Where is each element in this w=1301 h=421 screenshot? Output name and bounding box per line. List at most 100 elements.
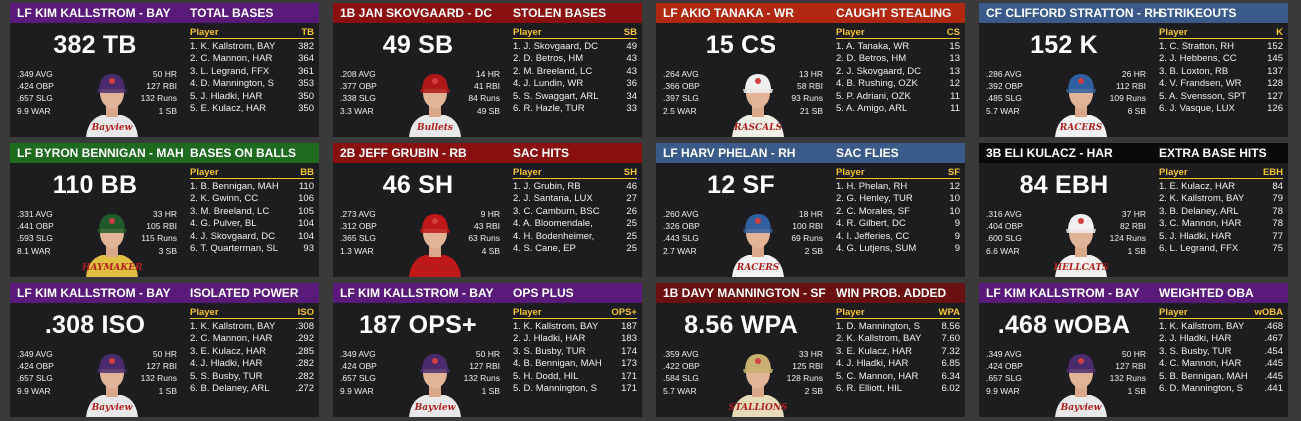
leader-row[interactable]: 5. A. Amigo, ARL 11 — [836, 103, 960, 115]
player-column-header[interactable]: Player — [190, 307, 219, 318]
leader-row[interactable]: 4. J. Hladki, HAR 6.85 — [836, 358, 960, 370]
leader-row[interactable]: 3. M. Breeland, LC 105 — [190, 206, 314, 218]
leader-row[interactable]: 1. K. Kallstrom, BAY 382 — [190, 41, 314, 53]
featured-player-label[interactable]: 3B ELI KULACZ - HAR — [986, 146, 1113, 160]
featured-player-label[interactable]: LF BYRON BENNIGAN - MAH — [17, 146, 184, 160]
stat-column-header[interactable]: TB — [301, 27, 314, 38]
leader-row[interactable]: 2. K. Gwinn, CC 106 — [190, 193, 314, 205]
leader-row[interactable]: 4. B. Rushing, OZK 12 — [836, 78, 960, 90]
leader-card[interactable]: LF KIM KALLSTROM - BAY ISOLATED POWER .308… — [10, 283, 319, 417]
leader-row[interactable]: 5. C. Mannon, HAR 6.34 — [836, 371, 960, 383]
leader-card[interactable]: LF KIM KALLSTROM - BAY WEIGHTED OBA .468 w… — [979, 283, 1288, 417]
leader-card[interactable]: LF AKIO TANAKA - WR CAUGHT STEALING 15 CS.… — [656, 3, 965, 137]
leader-card[interactable]: 2B JEFF GRUBIN - RB SAC HITS 46 SH .273 AVG… — [333, 143, 642, 277]
featured-player-label[interactable]: LF KIM KALLSTROM - BAY — [17, 6, 171, 20]
leader-row[interactable]: 4. B. Bennigan, MAH 173 — [513, 358, 637, 370]
leader-row[interactable]: 6. R. Hazle, TUR 33 — [513, 103, 637, 115]
player-column-header[interactable]: Player — [836, 27, 865, 38]
leader-row[interactable]: 2. K. Kallstrom, BAY 79 — [1159, 193, 1283, 205]
leader-row[interactable]: 3. E. Kulacz, HAR .285 — [190, 346, 314, 358]
leader-row[interactable]: 4. S. Cane, EP 25 — [513, 243, 637, 255]
player-column-header[interactable]: Player — [513, 307, 542, 318]
leader-row[interactable]: 2. G. Henley, TUR 10 — [836, 193, 960, 205]
leader-row[interactable]: 3. S. Busby, TUR 174 — [513, 346, 637, 358]
leader-row[interactable]: 3. E. Kulacz, HAR 7.32 — [836, 346, 960, 358]
player-column-header[interactable]: Player — [190, 27, 219, 38]
leader-row[interactable]: 2. C. Mannon, HAR .292 — [190, 333, 314, 345]
leader-row[interactable]: 4. A. Bloomendale, 25 — [513, 218, 637, 230]
leader-row[interactable]: 4. J. Skovgaard, DC 104 — [190, 231, 314, 243]
leader-row[interactable]: 5. H. Dodd, HIL 171 — [513, 371, 637, 383]
leader-row[interactable]: 5. J. Hladki, HAR 350 — [190, 91, 314, 103]
featured-player-label[interactable]: 1B JAN SKOVGAARD - DC — [340, 6, 493, 20]
leader-card[interactable]: 1B JAN SKOVGAARD - DC STOLEN BASES 49 SB .2… — [333, 3, 642, 137]
leader-row[interactable]: 5. P. Adriani, OZK 11 — [836, 91, 960, 103]
leader-row[interactable]: 1. K. Kallstrom, BAY .308 — [190, 321, 314, 333]
leader-row[interactable]: 5. B. Bennigan, MAH .445 — [1159, 371, 1283, 383]
player-column-header[interactable]: Player — [190, 167, 219, 178]
leader-row[interactable]: 1. C. Stratton, RH 152 — [1159, 41, 1283, 53]
leader-row[interactable]: 2. M. Breeland, LC 43 — [513, 66, 637, 78]
stat-column-header[interactable]: BB — [300, 167, 314, 178]
leader-row[interactable]: 4. J. Lundin, WR 36 — [513, 78, 637, 90]
leader-card[interactable]: LF HARV PHELAN - RH SAC FLIES 12 SF .260 AV… — [656, 143, 965, 277]
leader-row[interactable]: 4. G. Pulver, BL 104 — [190, 218, 314, 230]
featured-player-label[interactable]: 1B DAVY MANNINGTON - SF — [663, 286, 826, 300]
stat-column-header[interactable]: CS — [946, 27, 960, 38]
player-column-header[interactable]: Player — [836, 307, 865, 318]
stat-column-header[interactable]: SH — [623, 167, 637, 178]
leader-row[interactable]: 5. D. Mannington, S 171 — [513, 383, 637, 395]
featured-player-label[interactable]: LF HARV PHELAN - RH — [663, 146, 796, 160]
leader-row[interactable]: 4. J. Hladki, HAR .282 — [190, 358, 314, 370]
leader-row[interactable]: 2. C. Morales, SF 10 — [836, 206, 960, 218]
player-column-header[interactable]: Player — [836, 167, 865, 178]
stat-column-header[interactable]: ISO — [297, 307, 314, 318]
featured-player-label[interactable]: 2B JEFF GRUBIN - RB — [340, 146, 467, 160]
leader-row[interactable]: 6. L. Legrand, FFX 75 — [1159, 243, 1283, 255]
leader-card[interactable]: 1B DAVY MANNINGTON - SF WIN PROB. ADDED 8.… — [656, 283, 965, 417]
leader-row[interactable]: 5. A. Svensson, SPT 127 — [1159, 91, 1283, 103]
leader-row[interactable]: 4. D. Mannington, S 353 — [190, 78, 314, 90]
player-column-header[interactable]: Player — [1159, 167, 1188, 178]
leader-card[interactable]: LF KIM KALLSTROM - BAY TOTAL BASES 382 TB.… — [10, 3, 319, 137]
leader-row[interactable]: 4. H. Bodenheimer, 25 — [513, 231, 637, 243]
leader-card[interactable]: LF BYRON BENNIGAN - MAH BASES ON BALLS 110… — [10, 143, 319, 277]
leader-row[interactable]: 3. B. Loxton, RB 137 — [1159, 66, 1283, 78]
leader-row[interactable]: 5. S. Swaggart, ARL 34 — [513, 91, 637, 103]
leader-row[interactable]: 2. K. Kallstrom, BAY 7.60 — [836, 333, 960, 345]
leader-row[interactable]: 3. C. Mannon, HAR 78 — [1159, 218, 1283, 230]
leader-row[interactable]: 4. V. Frandsen, WR 128 — [1159, 78, 1283, 90]
player-column-header[interactable]: Player — [513, 167, 542, 178]
leader-row[interactable]: 5. E. Kulacz, HAR 350 — [190, 103, 314, 115]
leader-row[interactable]: 6. T. Quarterman, SL 93 — [190, 243, 314, 255]
leader-row[interactable]: 6. B. Delaney, ARL .272 — [190, 383, 314, 395]
leader-row[interactable]: 6. R. Elliott, HIL 6.02 — [836, 383, 960, 395]
player-column-header[interactable]: Player — [1159, 27, 1188, 38]
leader-row[interactable]: 2. D. Betros, HM 43 — [513, 53, 637, 65]
leader-row[interactable]: 5. S. Busby, TUR .282 — [190, 371, 314, 383]
leader-row[interactable]: 1. A. Tanaka, WR 15 — [836, 41, 960, 53]
leader-row[interactable]: 1. H. Phelan, RH 12 — [836, 181, 960, 193]
stat-column-header[interactable]: EBH — [1262, 167, 1283, 178]
featured-player-label[interactable]: LF KIM KALLSTROM - BAY — [986, 286, 1140, 300]
leader-row[interactable]: 1. E. Kulacz, HAR 84 — [1159, 181, 1283, 193]
leader-card[interactable]: LF KIM KALLSTROM - BAY OPS PLUS 187 OPS+ .3… — [333, 283, 642, 417]
leader-row[interactable]: 1. J. Grubin, RB 46 — [513, 181, 637, 193]
leader-row[interactable]: 4. I. Jefferies, CC 9 — [836, 231, 960, 243]
leader-row[interactable]: 4. C. Mannon, HAR .445 — [1159, 358, 1283, 370]
leader-row[interactable]: 4. R. Gilbert, DC 9 — [836, 218, 960, 230]
leader-row[interactable]: 5. J. Hladki, HAR 77 — [1159, 231, 1283, 243]
featured-player-label[interactable]: LF KIM KALLSTROM - BAY — [17, 286, 171, 300]
featured-player-label[interactable]: LF AKIO TANAKA - WR — [663, 6, 794, 20]
leader-row[interactable]: 2. D. Betros, HM 13 — [836, 53, 960, 65]
leader-row[interactable]: 3. B. Delaney, ARL 78 — [1159, 206, 1283, 218]
leader-row[interactable]: 1. K. Kallstrom, BAY 187 — [513, 321, 637, 333]
stat-column-header[interactable]: OPS+ — [611, 307, 637, 318]
stat-column-header[interactable]: wOBA — [1254, 307, 1284, 318]
leader-row[interactable]: 2. J. Santana, LUX 27 — [513, 193, 637, 205]
stat-column-header[interactable]: SB — [623, 27, 637, 38]
stat-column-header[interactable]: WPA — [938, 307, 960, 318]
leader-card[interactable]: CF CLIFFORD STRATTON - RH STRIKEOUTS 152 K… — [979, 3, 1288, 137]
player-column-header[interactable]: Player — [1159, 307, 1188, 318]
leader-row[interactable]: 1. K. Kallstrom, BAY .468 — [1159, 321, 1283, 333]
